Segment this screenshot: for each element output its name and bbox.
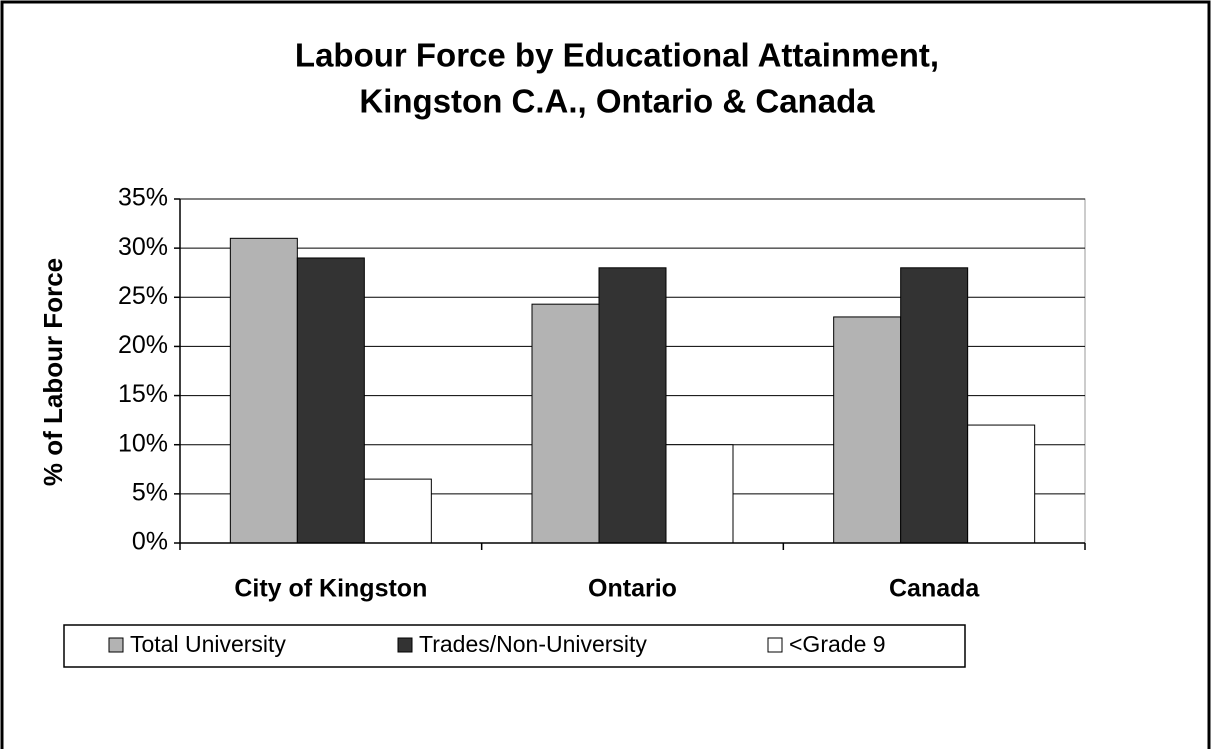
bar [296, 257, 365, 544]
y-tick-label: 15% [118, 380, 168, 408]
x-tick-label: Canada [889, 575, 980, 603]
y-tick-label: 10% [118, 429, 168, 457]
y-tick-label: 5% [132, 478, 168, 506]
x-tick-label: Ontario [588, 575, 677, 603]
legend-swatch [767, 637, 783, 653]
x-tick-label: City of Kingston [234, 575, 427, 603]
chart-title: Labour Force by Educational Attainment, [295, 37, 939, 74]
bar [229, 237, 298, 544]
bar [967, 424, 1036, 544]
bar [363, 478, 432, 544]
y-tick-label: 25% [118, 282, 168, 310]
bar [598, 267, 667, 544]
legend-label: Total University [130, 631, 286, 657]
bar [833, 316, 902, 544]
legend-swatch [397, 637, 413, 653]
y-tick-label: 20% [118, 331, 168, 359]
y-tick-label: 35% [118, 184, 168, 212]
legend-label: <Grade 9 [789, 631, 886, 657]
bar [665, 444, 734, 544]
y-tick-label: 0% [132, 528, 168, 556]
legend [63, 624, 966, 668]
y-axis-label: % of Labour Force [38, 258, 68, 486]
bar [531, 303, 600, 544]
legend-label: Trades/Non-University [419, 631, 647, 657]
bar [900, 267, 969, 544]
chart-title: Kingston C.A., Ontario & Canada [359, 83, 875, 120]
y-tick-label: 30% [118, 233, 168, 261]
legend-swatch [108, 637, 124, 653]
